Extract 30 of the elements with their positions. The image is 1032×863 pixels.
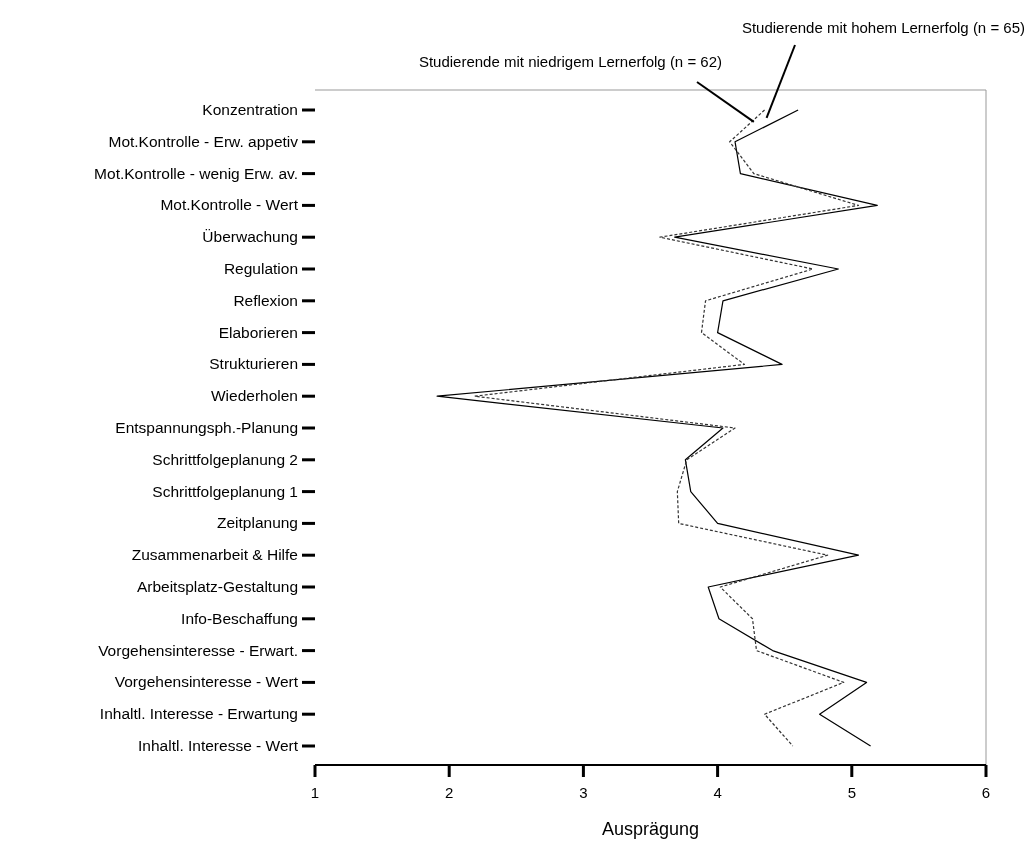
- y-tick-label: Elaborieren: [218, 323, 298, 341]
- y-tick-label: Reflexion: [233, 291, 298, 309]
- y-tick-label: Überwachung: [202, 228, 298, 246]
- x-tick-label: 5: [847, 784, 856, 801]
- x-tick-label: 1: [310, 784, 320, 801]
- x-tick-label: 6: [981, 784, 991, 801]
- y-tick-label: Zusammenarbeit & Hilfe: [131, 546, 298, 564]
- x-tick-label: 2: [445, 784, 454, 801]
- y-tick-label: Inhaltl. Interesse - Wert: [138, 737, 299, 754]
- y-tick-label: Schrittfolgeplanung 1: [152, 482, 298, 500]
- y-tick-label: Strukturieren: [209, 355, 298, 373]
- y-tick-label: Zeitplanung: [216, 514, 298, 532]
- y-tick-label: Mot.Kontrolle - wenig Erw. av.: [94, 164, 298, 182]
- y-tick-label: Inhaltl. Interesse - Erwartung: [99, 705, 298, 723]
- y-tick-label: Vorgehensinteresse - Wert: [114, 673, 299, 691]
- x-tick-label: 3: [579, 784, 588, 801]
- x-tick-label: 4: [713, 784, 722, 801]
- y-tick-label: Schrittfolgeplanung 2: [152, 450, 298, 468]
- x-axis-title: Ausprägung: [601, 819, 700, 839]
- text: Studierende mit hohem Lernerfolg (n = 65): [741, 19, 1025, 36]
- y-tick-label: Vorgehensinteresse - Erwart.: [98, 641, 298, 659]
- y-tick-label: Regulation: [223, 260, 298, 277]
- text: Studierende mit niedrigem Lernerfolg (n = 62): [418, 53, 722, 70]
- y-tick-label: Arbeitsplatz-Gestaltung: [136, 578, 298, 595]
- y-tick-label: Entspannungsph.-Planung: [115, 419, 298, 436]
- y-tick-label: Wiederholen: [210, 387, 298, 405]
- y-tick-label: Mot.Kontrolle - Wert: [160, 196, 299, 214]
- y-tick-label: Mot.Kontrolle - Erw. appetiv: [108, 132, 299, 150]
- y-tick-label: Info-Beschaffung: [181, 609, 298, 627]
- y-tick-label: Konzentration: [202, 101, 298, 118]
